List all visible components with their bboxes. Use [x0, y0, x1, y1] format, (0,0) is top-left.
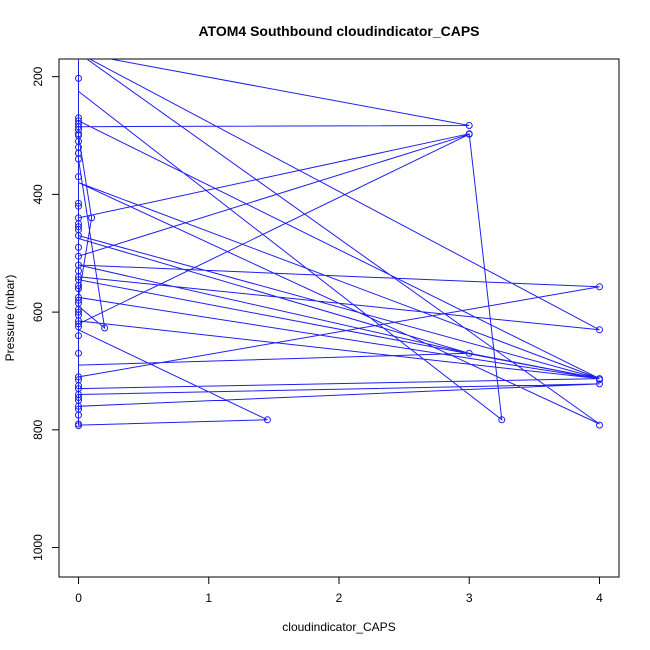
data-point	[75, 323, 82, 331]
data-point	[75, 273, 82, 281]
data-point	[75, 320, 82, 328]
x-axis-label: cloudindicator_CAPS	[282, 620, 395, 634]
data-point	[75, 382, 82, 390]
x-tick-label: 4	[596, 591, 603, 605]
data-point	[75, 173, 82, 181]
data-point	[75, 199, 82, 207]
x-tick-label: 2	[336, 591, 343, 605]
data-point	[465, 122, 473, 129]
data-point	[498, 416, 506, 424]
data-point	[75, 202, 82, 210]
data-point	[75, 349, 82, 357]
x-axis: 0 1 2 3 4	[75, 576, 603, 605]
y-axis: 200 400 600 800 1000	[31, 66, 60, 561]
data-point	[465, 130, 473, 138]
plot-frame	[58, 58, 620, 578]
data-point	[75, 394, 82, 401]
y-tick-label: 600	[31, 302, 45, 322]
series-layer	[77, 59, 600, 426]
data-point	[75, 308, 82, 316]
x-tick-label: 0	[75, 591, 82, 605]
data-point	[596, 376, 603, 384]
data-point	[465, 349, 473, 357]
data-point	[75, 373, 82, 381]
data-point	[75, 130, 82, 138]
data-point	[75, 332, 82, 340]
y-tick-label: 1000	[31, 534, 45, 561]
data-point	[75, 223, 82, 231]
data-point	[596, 421, 603, 429]
data-point	[75, 123, 82, 131]
data-point	[75, 282, 82, 290]
data-point	[75, 296, 82, 304]
y-axis-label: Pressure (mbar)	[3, 275, 17, 362]
data-point	[75, 422, 82, 430]
y-tick-label: 200	[31, 66, 45, 86]
chart-title: ATOM4 Southbound cloudindicator_CAPS	[198, 23, 479, 39]
data-point	[596, 326, 603, 334]
data-point	[596, 283, 603, 291]
y-tick-label: 800	[31, 420, 45, 440]
data-point	[101, 324, 109, 332]
data-point	[596, 380, 603, 388]
y-tick-label: 400	[31, 184, 45, 204]
data-point	[75, 285, 82, 293]
data-point	[88, 214, 96, 222]
data-point	[75, 252, 82, 260]
x-tick-label: 1	[205, 591, 212, 605]
points-layer	[75, 74, 603, 430]
data-point	[75, 411, 82, 419]
data-point	[75, 149, 82, 157]
series-line-0	[77, 59, 600, 426]
data-point	[75, 243, 82, 251]
x-tick-label: 3	[466, 591, 473, 605]
data-point	[75, 402, 82, 410]
data-point	[75, 74, 82, 82]
data-point	[263, 416, 271, 424]
data-point	[75, 232, 82, 240]
